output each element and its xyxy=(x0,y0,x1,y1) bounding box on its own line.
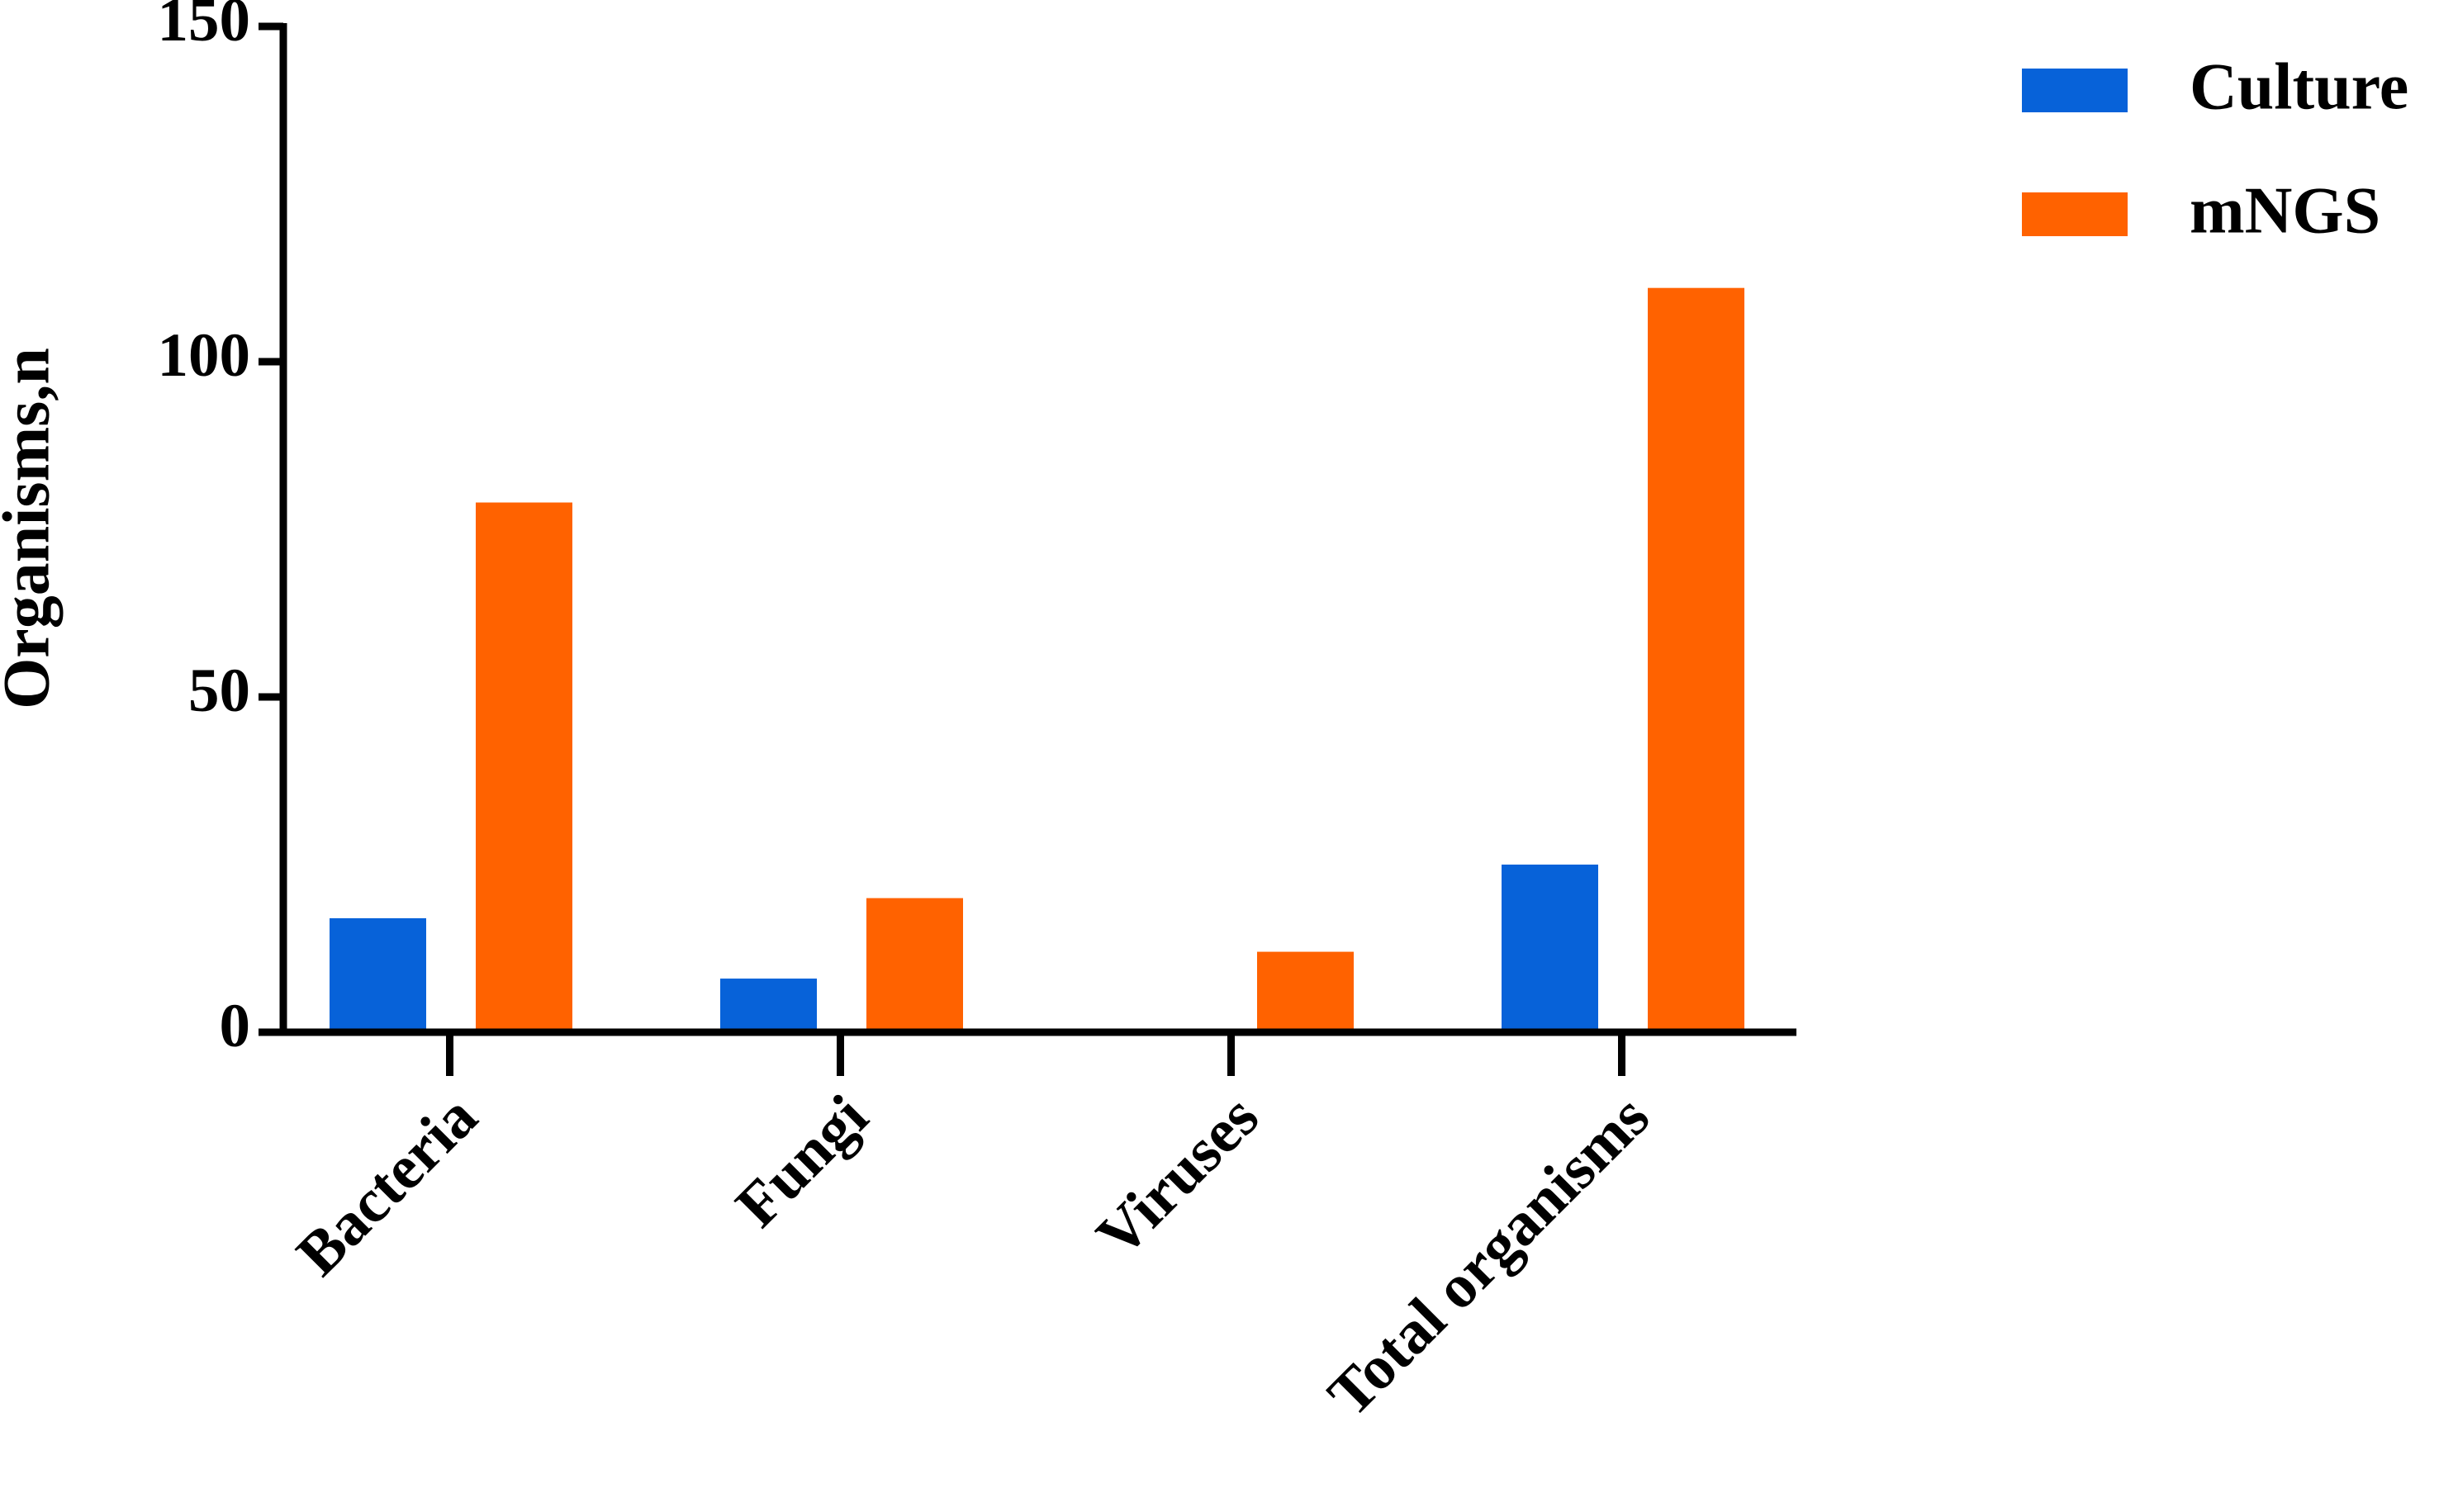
bar xyxy=(866,898,963,1032)
bar xyxy=(1257,951,1354,1032)
y-tick-label: 50 xyxy=(188,656,250,725)
x-tick-label: Bacteria xyxy=(284,1083,491,1289)
legend-label: mNGS xyxy=(2190,174,2380,247)
y-tick-label: 150 xyxy=(158,0,251,55)
bar xyxy=(476,502,572,1032)
x-tick-label: Fungi xyxy=(723,1083,880,1240)
y-tick-label: 0 xyxy=(220,992,251,1060)
legend-label: Culture xyxy=(2190,50,2408,123)
y-tick-label: 100 xyxy=(158,321,251,390)
bar xyxy=(720,979,817,1032)
x-tick-label: Total organisms xyxy=(1315,1083,1663,1430)
x-tick-label: Viruses xyxy=(1084,1083,1272,1271)
bar xyxy=(1502,865,1598,1032)
bar xyxy=(330,917,426,1032)
legend-swatch xyxy=(2022,192,2128,236)
legend-swatch xyxy=(2022,69,2128,112)
bar xyxy=(1648,287,1744,1032)
y-axis-label: Organisms,n xyxy=(0,348,63,709)
